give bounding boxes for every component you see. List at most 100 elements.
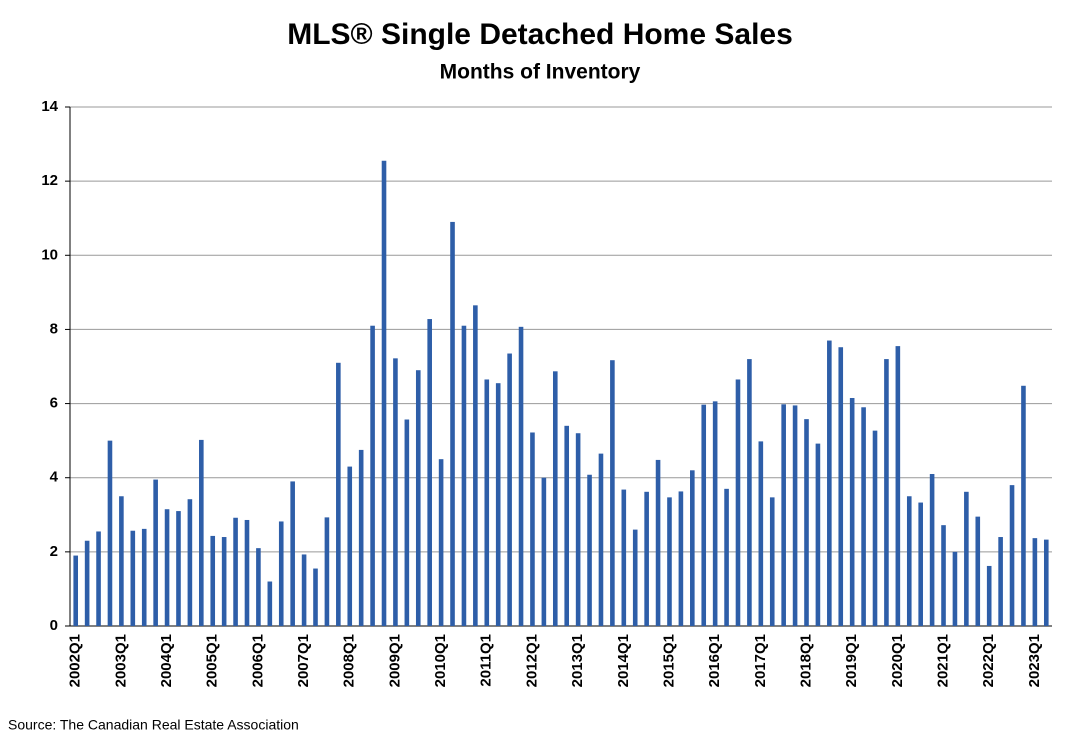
bar — [484, 379, 490, 626]
bar — [986, 565, 992, 626]
bar — [73, 555, 79, 626]
bar — [849, 398, 855, 626]
bar — [301, 554, 307, 626]
bar — [918, 502, 923, 626]
bar — [998, 537, 1003, 626]
x-tick-label: 2003Q1 — [112, 634, 129, 687]
bar — [895, 346, 901, 626]
bar — [621, 489, 627, 626]
bar — [199, 439, 204, 626]
bar — [804, 419, 809, 626]
bar — [838, 347, 844, 626]
bar — [141, 528, 147, 626]
x-tick-label: 2004Q1 — [158, 634, 175, 687]
y-tick-label: 2 — [50, 543, 58, 560]
bar — [507, 353, 512, 626]
bar — [370, 325, 375, 626]
y-tick-label: 6 — [50, 395, 58, 412]
x-tick-label: 2019Q1 — [843, 634, 860, 687]
bar — [941, 525, 946, 626]
bar — [84, 540, 90, 626]
bar — [473, 305, 478, 626]
x-tick-label: 2016Q1 — [706, 634, 723, 687]
bar — [952, 551, 958, 626]
bar — [701, 404, 707, 626]
bar — [347, 466, 353, 626]
bar — [278, 521, 284, 626]
x-tick-label: 2022Q1 — [980, 634, 997, 687]
y-tick-label: 0 — [50, 617, 58, 634]
bar — [541, 477, 547, 626]
bar — [929, 474, 935, 626]
bar — [610, 360, 615, 626]
source-note: Source: The Canadian Real Estate Associa… — [8, 717, 299, 733]
bar — [552, 371, 558, 626]
chart-subtitle: Months of Inventory — [440, 61, 641, 84]
x-tick-label: 2014Q1 — [615, 634, 632, 687]
bar — [415, 370, 421, 626]
x-tick-label: 2018Q1 — [797, 634, 814, 687]
y-tick-label: 10 — [41, 246, 58, 263]
bar — [678, 491, 684, 626]
x-tick-label: 2015Q1 — [660, 634, 677, 687]
x-tick-label: 2010Q1 — [432, 634, 449, 687]
bar — [815, 443, 821, 626]
bar — [324, 517, 330, 626]
bar — [176, 511, 181, 626]
bar — [244, 519, 250, 626]
bar — [781, 404, 786, 626]
bar — [975, 516, 981, 626]
x-tick-label: 2007Q1 — [295, 634, 312, 687]
bar — [404, 419, 410, 626]
bar — [290, 481, 295, 626]
bar — [735, 379, 741, 626]
y-tick-label: 8 — [50, 320, 58, 337]
bar — [769, 497, 775, 626]
bar — [427, 319, 432, 626]
bar — [1009, 485, 1015, 626]
y-tick-label: 4 — [50, 469, 59, 486]
x-tick-label: 2008Q1 — [341, 634, 358, 687]
bar — [256, 548, 261, 626]
bar — [221, 537, 227, 626]
bar — [210, 535, 216, 626]
bar — [1032, 538, 1038, 626]
bar — [1043, 539, 1049, 626]
bar — [518, 326, 524, 626]
y-tick-label: 12 — [41, 172, 58, 189]
x-tick-label: 2011Q1 — [478, 634, 495, 687]
bar — [792, 405, 798, 626]
bar — [575, 433, 581, 626]
bar — [758, 441, 764, 626]
bar — [906, 496, 912, 626]
bar — [495, 383, 501, 626]
bar — [130, 530, 136, 626]
bar — [393, 358, 398, 626]
x-tick-label: 2006Q1 — [249, 634, 266, 687]
bar — [336, 362, 341, 626]
bar — [153, 479, 158, 626]
bar — [644, 491, 649, 626]
bar — [655, 459, 661, 626]
bar — [747, 359, 752, 626]
x-tick-label: 2020Q1 — [889, 634, 906, 687]
bar — [884, 359, 889, 626]
bar — [1021, 385, 1026, 626]
x-tick-label: 2012Q1 — [523, 634, 540, 687]
bar — [96, 531, 101, 626]
x-tick-label: 2013Q1 — [569, 634, 586, 687]
bar — [964, 491, 969, 626]
bar — [724, 488, 729, 626]
x-tick-label: 2021Q1 — [934, 634, 951, 687]
bar — [358, 449, 364, 626]
bar — [667, 497, 672, 626]
bar — [461, 325, 467, 626]
bar — [233, 517, 238, 626]
bar — [712, 401, 718, 626]
bar — [872, 430, 878, 626]
bar — [530, 432, 535, 626]
bar — [450, 221, 455, 626]
bar — [187, 499, 193, 626]
bar — [564, 425, 570, 626]
